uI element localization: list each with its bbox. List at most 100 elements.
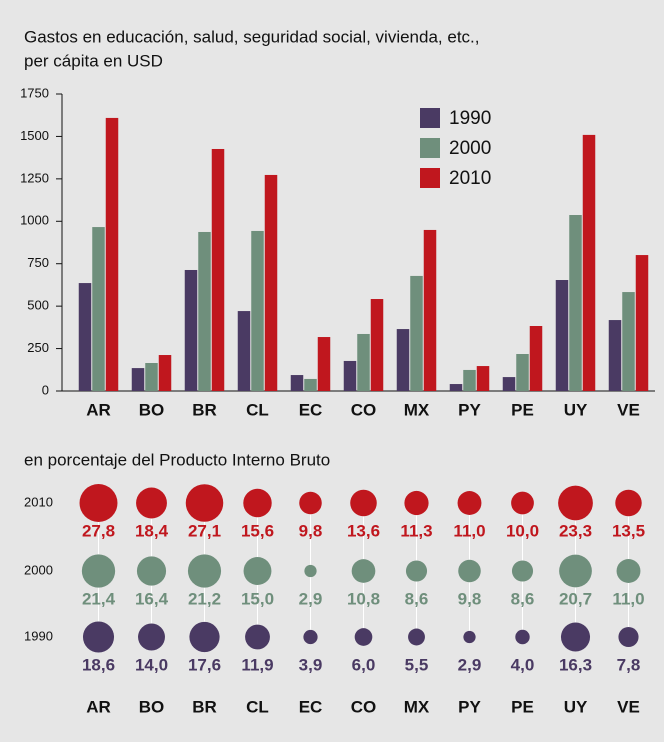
value-label: 7,8 — [617, 655, 641, 674]
bar — [105, 117, 119, 391]
value-label: 18,6 — [82, 655, 115, 674]
row-label: 1990 — [24, 628, 53, 643]
x-tick-label: UY — [564, 400, 588, 419]
x-tick-label: CL — [246, 697, 269, 716]
value-label: 13,5 — [612, 521, 645, 540]
bubble — [457, 491, 482, 515]
bubble — [404, 490, 429, 516]
value-label: 10,0 — [506, 521, 539, 540]
value-label: 6,0 — [352, 655, 376, 674]
bubble — [511, 491, 534, 515]
x-tick-label: UY — [564, 697, 588, 716]
x-tick-label: EC — [299, 400, 323, 419]
x-tick-label: VE — [617, 697, 640, 716]
y-tick-label: 0 — [42, 382, 49, 397]
bubble — [511, 560, 534, 582]
bubble — [463, 630, 476, 644]
value-label: 20,7 — [559, 589, 592, 608]
bubble — [558, 485, 593, 521]
value-label: 15,6 — [241, 521, 274, 540]
y-tick-label: 500 — [27, 298, 49, 313]
x-tick-label: EC — [299, 697, 323, 716]
bar — [622, 292, 635, 391]
y-tick-label: 750 — [27, 255, 49, 270]
x-tick-label: CO — [351, 400, 377, 419]
chart-title: Gastos en educación, salud, seguridad so… — [24, 27, 480, 46]
bar — [304, 378, 317, 391]
bubble — [82, 621, 115, 653]
bar — [131, 368, 145, 391]
bar — [529, 325, 543, 391]
x-tick-label: PY — [458, 400, 481, 419]
value-label: 11,0 — [612, 589, 644, 608]
x-tick-label: CO — [351, 697, 377, 716]
x-tick-label: MX — [404, 400, 430, 419]
value-label: 3,9 — [299, 655, 323, 674]
bar — [463, 369, 476, 391]
value-label: 11,0 — [453, 521, 485, 540]
value-label: 27,8 — [82, 521, 115, 540]
bar — [317, 337, 331, 391]
bubble — [243, 488, 272, 518]
bubble — [187, 554, 222, 588]
bar — [211, 148, 225, 391]
x-tick-label: MX — [404, 697, 430, 716]
bar — [582, 134, 596, 392]
bar — [396, 329, 410, 391]
bubble — [615, 489, 642, 517]
value-label: 21,2 — [188, 589, 221, 608]
x-tick-label: CL — [246, 400, 269, 419]
y-tick-label: 250 — [27, 340, 49, 355]
bar — [476, 366, 490, 391]
bubble — [303, 629, 318, 645]
x-tick-label: PE — [511, 400, 534, 419]
bar — [251, 230, 264, 391]
row-label: 2010 — [24, 494, 53, 509]
x-tick-label: VE — [617, 400, 640, 419]
bubble — [354, 628, 373, 646]
value-label: 9,8 — [299, 521, 323, 540]
x-tick-label: BR — [192, 400, 217, 419]
value-label: 14,0 — [135, 655, 168, 674]
legend-label: 2000 — [449, 138, 491, 159]
y-tick-label: 1500 — [20, 128, 49, 143]
bubble — [81, 554, 116, 588]
bubble — [79, 484, 118, 522]
x-tick-label: BO — [139, 400, 165, 419]
bar — [78, 283, 92, 391]
value-label: 16,4 — [135, 589, 169, 608]
bubble — [136, 487, 167, 519]
bubble — [618, 626, 639, 648]
x-tick-label: PE — [511, 697, 534, 716]
value-label: 11,3 — [400, 521, 432, 540]
bar — [608, 320, 622, 391]
bar — [555, 280, 569, 391]
value-label: 8,6 — [511, 589, 535, 608]
bubble — [299, 491, 322, 515]
legend-swatch — [420, 108, 440, 128]
value-label: 18,4 — [135, 521, 169, 540]
value-label: 21,4 — [82, 589, 116, 608]
bar — [184, 269, 198, 391]
bubble — [405, 560, 428, 582]
bubble — [304, 564, 317, 578]
bubble — [185, 484, 224, 522]
bar — [343, 360, 357, 391]
bar — [198, 231, 211, 391]
value-label: 23,3 — [559, 521, 592, 540]
bubble — [189, 621, 220, 653]
value-label: 10,8 — [347, 589, 380, 608]
bar — [635, 255, 649, 391]
value-label: 8,6 — [405, 589, 429, 608]
row-label: 2000 — [24, 562, 53, 577]
bubble — [559, 554, 592, 588]
bubble — [560, 622, 591, 652]
bubble — [350, 489, 377, 517]
bubble — [243, 557, 272, 585]
x-tick-label: BO — [139, 697, 165, 716]
legend-swatch — [420, 138, 440, 158]
x-tick-label: BR — [192, 697, 217, 716]
value-label: 16,3 — [559, 655, 592, 674]
legend-swatch — [420, 168, 440, 188]
bar — [423, 229, 437, 391]
